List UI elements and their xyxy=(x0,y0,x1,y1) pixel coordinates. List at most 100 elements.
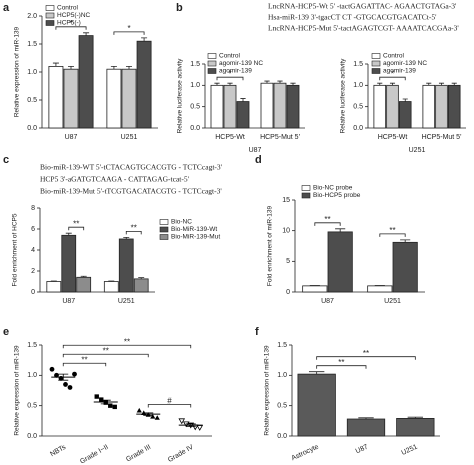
point xyxy=(108,403,113,408)
x-tick-label: Grade IV xyxy=(167,444,195,464)
error-bar xyxy=(451,82,457,86)
y-tick-label: 0.5 xyxy=(353,104,363,111)
sequence: LncRNA-HCP5-Wt 5' -tactGAGATTAC- AGAACTG… xyxy=(268,2,457,11)
x-tick-label: Grade III xyxy=(125,444,152,464)
y-tick-label: 1.0 xyxy=(353,82,363,89)
point xyxy=(112,404,117,410)
legend-label: Control xyxy=(219,53,241,60)
legend-swatch xyxy=(301,192,311,199)
x-tick-label: NBTs xyxy=(49,444,67,459)
error-bar xyxy=(80,275,87,278)
bar xyxy=(367,285,393,293)
error-bar xyxy=(108,280,115,282)
y-tick-label: 0.5 xyxy=(27,97,37,104)
error-bar xyxy=(358,417,374,420)
bar xyxy=(422,84,436,129)
error-bar xyxy=(308,371,325,375)
bracket xyxy=(62,353,149,358)
error-bar xyxy=(240,98,246,102)
legend-label: Bio-HCP5 probe xyxy=(313,192,361,199)
annotation: * xyxy=(69,19,72,28)
annotation: * xyxy=(391,69,394,78)
legend-label: Bio-MiR-139-Mut xyxy=(171,234,220,241)
error-bar xyxy=(67,66,75,70)
sequence: Bio-miR-139-WT 5'-tCTACAGTGCACGTG - TCTC… xyxy=(40,163,223,172)
y-tick-label: 1.0 xyxy=(27,372,37,379)
y-tick-label: 0.5 xyxy=(27,403,37,410)
legend-swatch xyxy=(159,226,169,233)
error-bar xyxy=(438,82,445,86)
y-tick-label: 1.0 xyxy=(27,69,37,76)
panel-label: e xyxy=(3,326,9,338)
y-tick-label: 0 xyxy=(31,289,35,296)
point xyxy=(67,385,73,390)
error-bar xyxy=(83,32,90,36)
bar xyxy=(76,276,92,293)
x-tick-label: U251 xyxy=(400,444,418,457)
y-axis-label: Fold enrichment of miR-139 xyxy=(267,206,274,287)
point xyxy=(54,372,59,378)
legend-swatch xyxy=(371,68,381,74)
y-tick-label: 0.0 xyxy=(190,125,200,132)
legend-label: agomir-139 xyxy=(219,68,252,75)
bracket xyxy=(62,362,107,367)
x-tick-label: U87 xyxy=(62,298,75,305)
bar xyxy=(48,66,64,129)
bar xyxy=(63,68,79,129)
y-tick-label: 1.5 xyxy=(27,342,37,349)
bar xyxy=(346,418,386,437)
bar xyxy=(396,418,435,437)
panel-label: a xyxy=(3,2,10,14)
bar xyxy=(373,84,387,129)
bar xyxy=(121,68,137,129)
y-tick-label: 1.5 xyxy=(353,61,363,68)
y-tick-label: 0.0 xyxy=(277,433,287,440)
error-bar xyxy=(402,98,408,102)
legend-label: HCP5(-)NC xyxy=(57,12,91,19)
bracket xyxy=(125,231,142,235)
legend-swatch xyxy=(45,20,55,26)
bracket xyxy=(379,76,406,81)
bracket xyxy=(314,222,341,226)
sequence: HCP5 3'-aGATGTCAAGA - CATTAGAG-tcat-5' xyxy=(40,175,190,184)
x-tick-label: U87 xyxy=(355,444,370,456)
point xyxy=(94,394,99,399)
annotation: ** xyxy=(363,349,369,358)
legend-swatch xyxy=(371,60,381,67)
bar xyxy=(286,84,300,129)
error-bar xyxy=(227,82,233,86)
bracket xyxy=(113,31,145,35)
legend-swatch xyxy=(159,234,169,240)
error-bar xyxy=(125,66,133,70)
bar xyxy=(302,285,328,293)
bar xyxy=(327,231,353,293)
y-tick-label: 0.0 xyxy=(353,125,363,132)
y-axis-label: Relative luciferase activity xyxy=(340,58,347,134)
error-bar xyxy=(141,37,148,42)
bracket xyxy=(379,233,406,237)
annotation: ** xyxy=(389,226,395,235)
error-bar xyxy=(407,416,424,419)
legend-label: Bio-MiR-139-Wt xyxy=(171,226,217,233)
bar xyxy=(46,281,62,293)
y-tick-label: 15 xyxy=(282,197,290,204)
legend-swatch xyxy=(301,185,311,191)
panel-label: c xyxy=(3,154,9,166)
annotation: ** xyxy=(103,346,109,355)
annotation: ** xyxy=(324,215,330,224)
y-axis-label: Relative expression of miR-139 xyxy=(14,26,21,117)
legend-swatch xyxy=(159,219,169,225)
legend-swatch xyxy=(207,60,217,67)
legend-label: Bio-NC probe xyxy=(313,185,353,192)
y-tick-label: 0.5 xyxy=(277,403,287,410)
bar xyxy=(435,84,448,129)
error-bar xyxy=(290,82,296,86)
y-tick-label: 10 xyxy=(282,228,290,235)
y-tick-label: 1.0 xyxy=(190,82,200,89)
y-tick-label: 1.5 xyxy=(277,342,287,349)
y-tick-label: 4 xyxy=(31,247,35,254)
point xyxy=(154,415,160,420)
bar xyxy=(61,234,77,293)
legend-swatch xyxy=(207,68,217,74)
bar xyxy=(136,40,152,129)
